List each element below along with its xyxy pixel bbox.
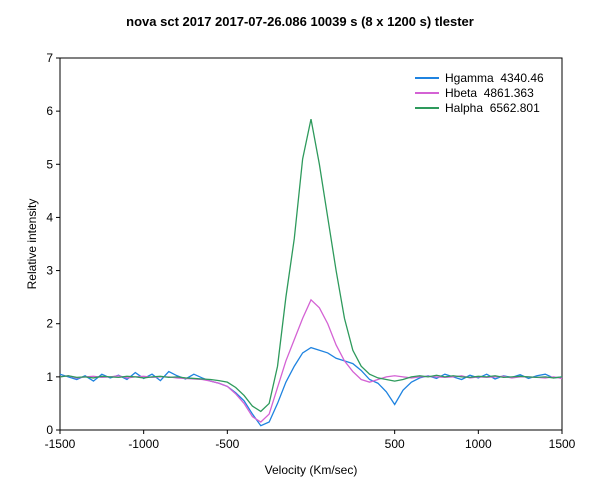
legend-label: Hgamma 4340.46 (445, 71, 544, 85)
series-line (59, 118, 563, 413)
x-tick-label: 500 (385, 437, 405, 451)
y-tick-label: 2 (46, 317, 53, 331)
plot-frame (59, 57, 563, 431)
legend-label: Halpha 6562.801 (445, 101, 540, 115)
y-tick-label: 6 (46, 104, 53, 118)
y-axis-label: Relative intensity (25, 199, 39, 290)
y-tick-label: 3 (46, 264, 53, 278)
y-tick-label: 0 (46, 423, 53, 437)
x-axis-label: Velocity (Km/sec) (265, 463, 358, 477)
y-tick-label: 5 (46, 157, 53, 171)
y-tick-label: 1 (46, 370, 53, 384)
x-tick-label: -1500 (45, 437, 76, 451)
x-tick-label: -500 (215, 437, 239, 451)
chart-title: nova sct 2017 2017-07-26.086 10039 s (8 … (126, 14, 474, 29)
legend-label: Hbeta 4861.363 (445, 86, 534, 100)
x-tick-label: 1500 (549, 437, 576, 451)
x-tick-label: -1000 (128, 437, 159, 451)
x-tick-label: 1000 (465, 437, 492, 451)
y-tick-label: 4 (46, 210, 53, 224)
y-tick-label: 7 (46, 51, 53, 65)
